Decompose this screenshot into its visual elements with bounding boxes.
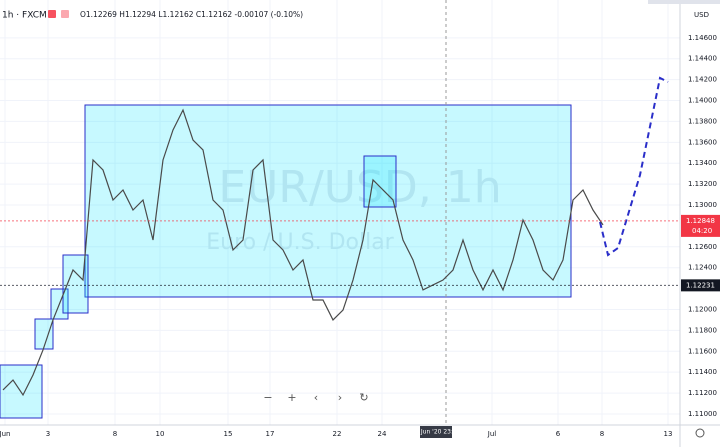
x-tick-label: Jul [487,430,497,438]
price-badge-label: 1.12848 [686,217,715,225]
y-tick-label: 1.11400 [688,368,717,376]
x-tick-label: 24 [378,430,387,438]
y-tick-label: 1.14200 [688,76,717,84]
y-tick-label: 1.13800 [688,117,717,125]
y-tick-label: 1.12400 [688,264,717,272]
toolbar-button[interactable]: ‹ [314,391,318,404]
y-tick-label: 1.12000 [688,305,717,313]
projection-path[interactable] [599,76,669,257]
price-badge [681,279,720,292]
price-axis: 1.14600 1.14400 1.14200 1.14000 1.13800 1.136… [0,34,717,438]
countdown: 04:20 [692,227,712,235]
status-icon[interactable] [61,10,69,18]
y-tick-label: 1.11600 [688,347,717,355]
y-tick-label: 1.11800 [688,326,717,334]
toolbar-button[interactable]: ↻ [359,391,368,404]
x-tick-label: 8 [113,430,117,438]
toolbar-button[interactable]: + [287,391,296,404]
crosshair-label-bg [420,426,452,438]
y-tick-label: 1.13000 [688,201,717,209]
y-tick-label: 1.13400 [688,159,717,167]
symbol[interactable]: 1h · FXCM [2,11,47,21]
price-badge-label: 1.12231 [686,281,715,289]
x-tick-label: 17 [266,430,275,438]
y-tick-label: 1.13600 [688,138,717,146]
price-line [2,108,604,397]
y-tick-label: 1.13200 [688,180,717,188]
box-drawing[interactable] [34,318,54,350]
crosshair-label: 26 Jun '20 23:00 [411,429,460,436]
watermark-title: EUR/USD, 1h [218,162,501,213]
range-rectangle[interactable] [84,104,572,298]
toolbar-button[interactable]: − [263,391,272,404]
y-tick-label: 1.14600 [688,34,717,42]
currency[interactable]: USD [694,11,709,19]
x-tick-label: 15 [224,430,233,438]
x-tick-label: 8 [600,430,604,438]
x-tick-label: 10 [156,430,165,438]
y-tick-label: 1.14400 [688,55,717,63]
y-tick-label: 1.14000 [688,97,717,105]
y-tick-label: 1.12600 [688,243,717,251]
toolbar-button[interactable]: › [338,391,342,404]
x-tick-label: Jun [0,430,10,438]
top-bar [648,0,720,4]
price-badge [681,214,720,237]
y-tick-label: 1.11000 [688,410,717,418]
y-tick-label: 1.11200 [688,389,717,397]
x-tick-label: 22 [333,430,342,438]
ohlc-values: O1.12269 H1.12294 L1.12162 C1.12162 -0.0… [80,10,303,19]
x-tick-label: 3 [46,430,50,438]
x-tick-label: 6 [556,430,561,438]
watermark-subtitle: Euro / U.S. Dollar [206,230,394,255]
box-drawing[interactable] [363,155,397,208]
status-icon[interactable] [48,10,56,18]
x-tick-label: 13 [664,430,673,438]
settings-button[interactable] [695,428,705,438]
